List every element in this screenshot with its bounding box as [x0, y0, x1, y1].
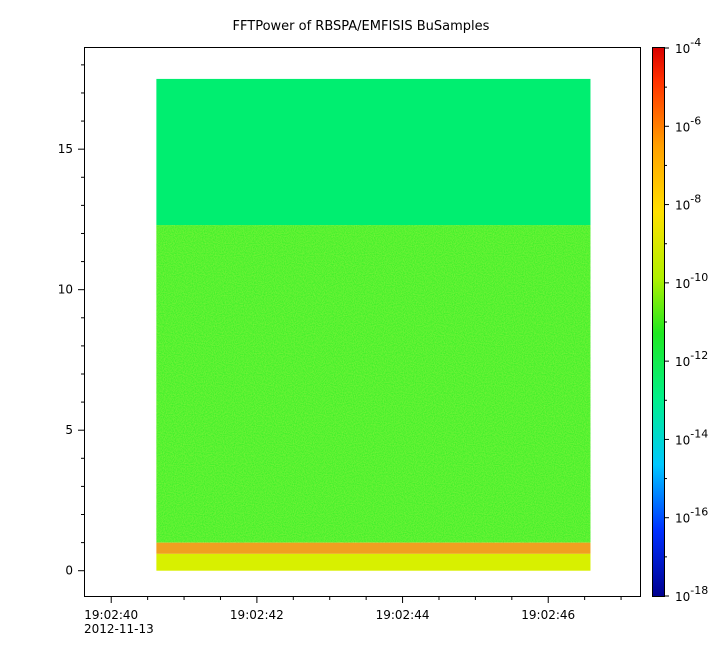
x-tick-label: 19:02:40 [84, 608, 138, 622]
x-tick-label: 19:02:44 [376, 608, 430, 622]
y-axis: 0 5 10 15 [58, 64, 85, 578]
colorbar-tick-label: 10-12 [675, 349, 708, 369]
spectrogram-band [156, 553, 591, 571]
x-tick-label: 19:02:46 [521, 608, 575, 622]
x-tick-label: 19:02:42 [230, 608, 284, 622]
chart-title: FFTPower of RBSPA/EMFISIS BuSamples [233, 19, 490, 34]
spectrogram-image [156, 78, 591, 571]
spectrogram-band [156, 78, 591, 226]
colorbar-tick-label: 10-18 [675, 584, 708, 604]
colorbar [652, 47, 665, 597]
colorbar-tick-label: 10-10 [675, 271, 708, 291]
spectrogram-band [156, 542, 591, 554]
colorbar-tick-label: 10-8 [675, 193, 701, 213]
colorbar-tick-label: 10-4 [675, 36, 701, 56]
y-tick-label: 0 [65, 564, 73, 578]
x-axis: 19:02:40 19:02:42 19:02:44 19:02:46 [84, 596, 622, 622]
y-tick-label: 5 [65, 423, 73, 437]
colorbar-axis: 10-18 10-16 10-14 10-12 10-10 10-8 10-6 10-4 [664, 36, 708, 604]
colorbar-tick-label: 10-16 [675, 506, 708, 526]
y-tick-label: 10 [58, 283, 73, 297]
x-date-sublabel: 2012-11-13 [84, 622, 154, 636]
colorbar-tick-label: 10-6 [675, 114, 701, 134]
colorbar-tick-label: 10-14 [675, 427, 708, 447]
y-tick-label: 15 [58, 142, 73, 156]
spectrogram-noise [156, 225, 591, 543]
